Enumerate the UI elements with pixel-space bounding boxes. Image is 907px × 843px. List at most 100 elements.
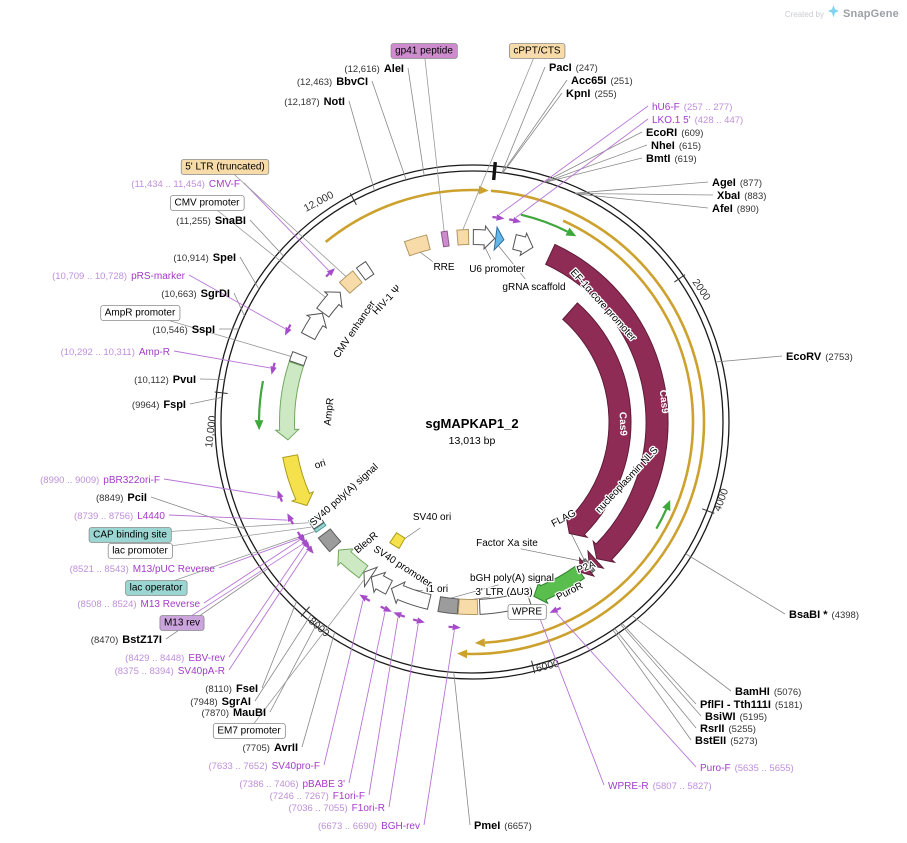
restriction-site-label-fsei[interactable]: (8110) FseI [205,683,258,695]
restriction-site-label-bstz17i[interactable]: (8470) BstZ17I [91,634,162,646]
feature-ampr-promoter[interactable] [288,350,308,367]
feature-label-rre[interactable]: RRE [432,261,456,275]
feature-label-sv40-poly-a-signal[interactable]: SV40 poly(A) signal [307,460,382,530]
restriction-site-label-snabi[interactable]: (11,255) SnaBI [176,215,246,227]
feature-label-u6-promoter[interactable]: U6 promoter [468,263,527,277]
feature-puror[interactable] [533,565,586,605]
restriction-site-label-pcii[interactable]: (8849) PciI [96,492,147,504]
primer-label-cmv-f[interactable]: (11,434 .. 11,454) CMV-F [131,179,240,190]
feature-label-bgh-poly-a-signal[interactable]: bGH poly(A) signal [469,572,556,586]
feature-cas9[interactable] [544,243,669,564]
callout-label-5-ltr-truncated[interactable]: 5' LTR (truncated) [185,162,265,173]
callout-box-ampr-promoter[interactable] [100,305,181,321]
callout-box-5-ltr-truncated[interactable] [180,159,270,175]
feature-p2a[interactable] [579,556,596,578]
restriction-site-label-nhei[interactable]: NheI (615) [651,140,701,152]
feature-ef-1-core-promoter[interactable] [512,231,534,257]
restriction-site-label-avrii[interactable]: (7705) AvrII [242,742,298,754]
primer-label-amp-r[interactable]: (10,292 .. 10,311) Amp-R [61,347,170,358]
callout-box-em7-promoter[interactable] [212,723,286,739]
primer-label-hu6-f[interactable]: hU6-F (257 .. 277) [652,102,732,113]
feature-rre[interactable] [403,234,431,257]
feature-label-sv40-ori[interactable]: SV40 ori [412,511,453,525]
callout-label-lac-promoter[interactable]: lac promoter [112,546,168,557]
primer-label-puro-f[interactable]: Puro-F (5635 .. 5655) [700,763,794,774]
callout-label-em7-promoter[interactable]: EM7 promoter [217,726,281,737]
callout-label-ampr-promoter[interactable]: AmpR promoter [105,308,176,319]
feature-u6-promoter[interactable] [472,224,496,251]
feature-nucleoplasmin-nls[interactable] [587,549,605,569]
restriction-site-label-bmti[interactable]: BmtI (619) [646,153,697,165]
primer-label-sv40pa-r[interactable]: (8375 .. 8394) SV40pA-R [115,666,225,677]
feature-em7-promoter[interactable] [363,566,379,589]
callout-box-lac-promoter[interactable] [107,543,173,559]
restriction-site-label-alei[interactable]: (12,616) AleI [344,63,404,75]
feature-ori[interactable] [282,454,315,507]
restriction-site-label-noti[interactable]: (12,187) NotI [284,96,345,108]
restriction-site-label-kpni[interactable]: KpnI (255) [566,88,617,100]
primer-label-bgh-rev[interactable]: (6673 .. 6690) BGH-rev [318,821,420,832]
callout-label-cap-binding-site[interactable]: CAP binding site [93,530,167,541]
feature-sv40-ori[interactable] [389,532,406,550]
callout-box-wpre[interactable] [507,604,547,620]
primer-label-f1ori-f[interactable]: (7246 .. 7267) F1ori-F [270,791,365,802]
restriction-site-label-pmei[interactable]: PmeI (6657) [474,820,532,832]
feature-cmv-enhancer[interactable] [300,312,328,341]
restriction-site-label-pflfi-tth111i[interactable]: PflFI - Tth111I (5181) [700,699,802,711]
restriction-site-label-spei[interactable]: (10,914) SpeI [173,252,236,264]
restriction-site-label-xbai[interactable]: XbaI (883) [717,190,766,202]
feature-3-ltr-u3[interactable] [457,598,479,615]
callout-label-cppt-cts[interactable]: cPPT/CTS [513,46,561,57]
restriction-site-label-bbvci[interactable]: (12,463) BbvCI [297,76,368,88]
feature-label-3-ltr-u3[interactable]: 3' LTR (ΔU3) [474,586,534,600]
callout-box-cap-binding-site[interactable] [88,527,172,543]
restriction-site-label-maubi[interactable]: (7870) MauBI [202,707,266,719]
callout-label-cmv-promoter[interactable]: CMV promoter [174,198,240,209]
primer-label-pbr322ori-f[interactable]: (8990 .. 9009) pBR322ori-F [40,475,160,486]
restriction-site-label-fspi[interactable]: (9964) FspI [132,399,186,411]
restriction-site-label-bsabi[interactable]: BsaBI * (4398) [789,609,859,621]
feature-ampr[interactable] [274,361,305,441]
feature-hiv-1[interactable] [355,260,375,281]
restriction-site-label-sgrdi[interactable]: (10,663) SgrDI [161,288,230,300]
restriction-site-label-ecori[interactable]: EcoRI (609) [646,127,703,139]
feature-cas9[interactable] [562,302,632,539]
restriction-site-label-bsteii[interactable]: BstEII (5273) [695,735,758,747]
feature-label-cas9[interactable]: Cas9 [657,389,670,414]
primer-label-l4440[interactable]: (8739 .. 8756) L4440 [74,511,165,522]
restriction-site-label-bsiwi[interactable]: BsiWI (5195) [705,711,767,723]
feature-sv40-poly-a-signal[interactable] [317,528,342,553]
feature-label-f1-ori[interactable]: f1 ori [425,583,450,597]
primer-label-wpre-r[interactable]: WPRE-R (5807 .. 5827) [608,781,712,792]
feature-lac-operator[interactable] [313,522,327,534]
restriction-site-label-pvui[interactable]: (10,112) PvuI [134,374,196,386]
callout-label-wpre[interactable]: WPRE [512,607,542,618]
feature-bleor[interactable] [337,548,369,579]
feature-gp41-peptide[interactable] [440,230,450,248]
feature-cppt-cts[interactable] [456,229,470,246]
primer-label-m13-reverse[interactable]: (8508 .. 8524) M13 Reverse [77,599,200,610]
feature-label-factor-xa-site[interactable]: Factor Xa site [475,537,540,551]
feature-5-ltr-truncated[interactable] [338,270,363,294]
feature-label-hiv-1[interactable]: HIV-1 Ψ [370,282,405,319]
feature-bgh-poly-a-signal[interactable] [437,596,459,615]
callout-label-m13-rev[interactable]: M13 rev [164,618,200,629]
feature-f1-ori[interactable] [390,581,432,610]
primer-label-lko-1-5[interactable]: LKO.1 5' (428 .. 447) [652,115,743,126]
callout-box-m13-rev[interactable] [159,615,205,631]
restriction-site-label-agei[interactable]: AgeI (877) [712,177,762,189]
primer-label-ebv-rev[interactable]: (8429 .. 8448) EBV-rev [125,653,225,664]
restriction-site-label-rsrii[interactable]: RsrII (5255) [700,723,756,735]
feature-grna-scaffold[interactable] [493,225,505,252]
restriction-site-label-bamhi[interactable]: BamHI (5076) [735,686,801,698]
callout-label-lac-operator[interactable]: lac operator [130,583,183,594]
callout-label-gp41-peptide[interactable]: gp41 peptide [395,46,453,57]
callout-box-cmv-promoter[interactable] [170,195,245,211]
callout-box-gp41-peptide[interactable] [390,43,458,59]
primer-label-pbabe-3[interactable]: (7386 .. 7406) pBABE 3' [239,779,345,790]
feature-label-grna-scaffold[interactable]: gRNA scaffold [501,281,567,295]
feature-cap-binding-site[interactable] [307,513,322,525]
restriction-site-label-sgrai[interactable]: (7948) SgrAI [190,696,251,708]
primer-label-f1ori-r[interactable]: (7036 .. 7055) F1ori-R [289,803,386,814]
restriction-site-label-sspi[interactable]: (10,546) SspI [152,324,215,336]
